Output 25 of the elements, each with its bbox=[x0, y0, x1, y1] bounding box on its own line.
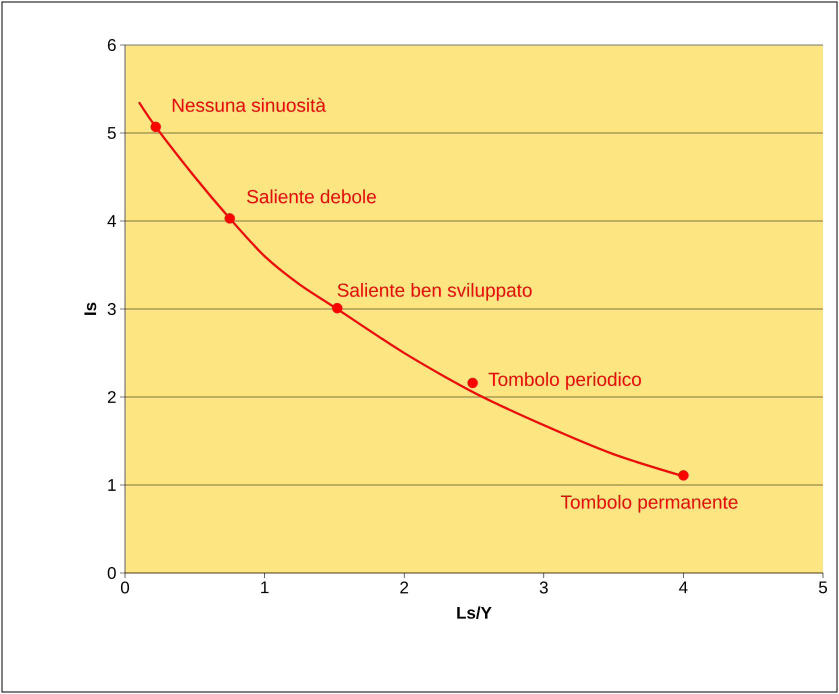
x-tick-label: 0 bbox=[120, 582, 130, 594]
annotation: Tombolo periodico bbox=[488, 372, 641, 390]
x-tick-label: 1 bbox=[261, 582, 268, 594]
y-tick-label: 4 bbox=[107, 215, 116, 227]
y-tick-label: 6 bbox=[108, 39, 116, 52]
point bbox=[224, 213, 235, 224]
annotation: Saliente debole bbox=[247, 189, 376, 204]
annotation: Saliente ben sviluppato bbox=[338, 282, 532, 301]
x-tick-label: 5 bbox=[818, 582, 827, 594]
annotation: Nessuna sinuosità bbox=[172, 98, 326, 112]
y-tick-label: 0 bbox=[108, 567, 116, 579]
annotation: Tombolo permanente bbox=[560, 494, 738, 512]
point bbox=[150, 122, 161, 132]
point bbox=[467, 378, 478, 388]
x-axis-title: Ls/Y bbox=[457, 606, 492, 619]
y-tick-label: 2 bbox=[108, 391, 116, 403]
y-tick-label: 3 bbox=[108, 303, 116, 315]
point bbox=[678, 470, 689, 480]
x-tick-label: 4 bbox=[679, 582, 688, 594]
x-tick-label: 3 bbox=[540, 582, 548, 594]
point bbox=[332, 302, 342, 314]
x-tick-label: 2 bbox=[400, 582, 408, 594]
y-axis-title: Is bbox=[84, 302, 96, 315]
y-tick-label: 5 bbox=[108, 127, 116, 139]
y-tick-label: 1 bbox=[108, 479, 116, 491]
